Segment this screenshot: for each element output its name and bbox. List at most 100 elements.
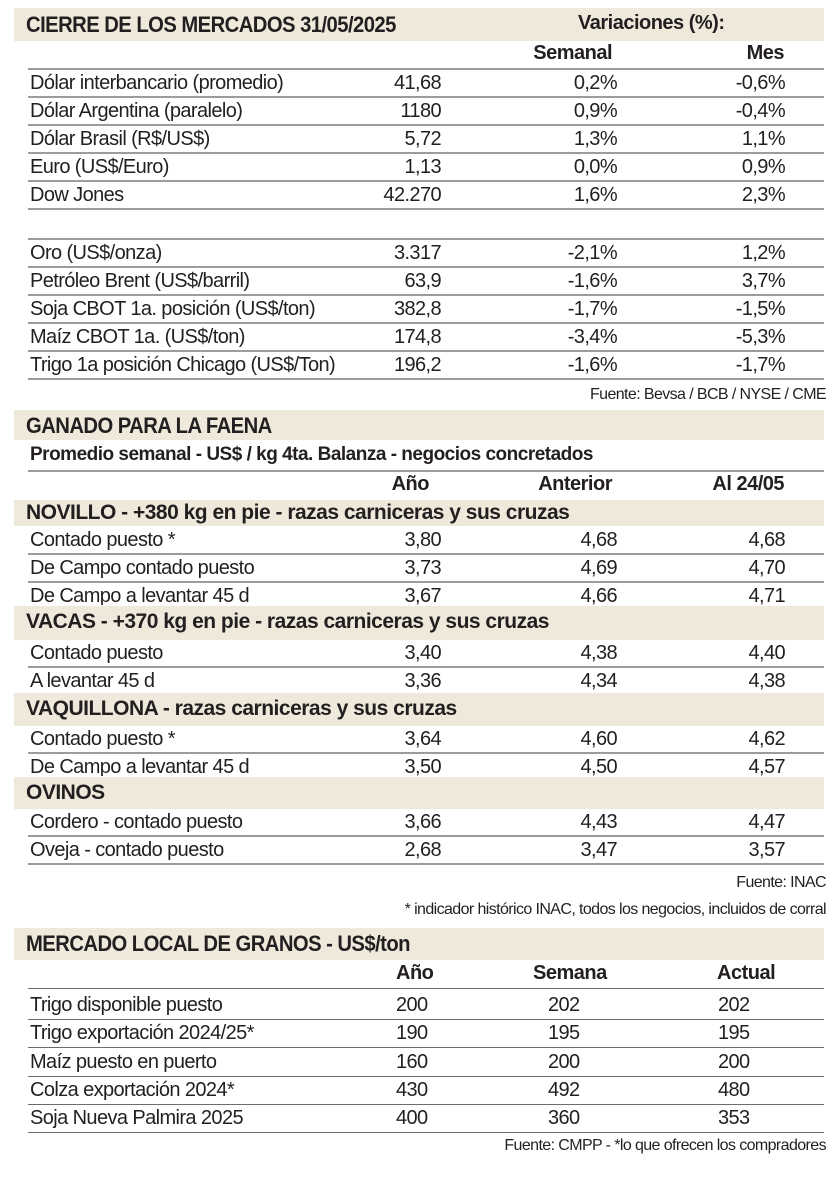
group-title-vaquillona: VAQUILLONA - razas carniceras y sus cruz… — [26, 697, 457, 720]
grains-header-band — [14, 928, 824, 960]
row-year: 3,66 — [404, 811, 441, 833]
row-prev: 4,68 — [580, 529, 617, 551]
row-weekly: -2,1% — [567, 242, 618, 264]
row-month: 3,7% — [741, 270, 786, 292]
divider — [28, 350, 824, 352]
divider — [28, 470, 824, 472]
table-row: Soja Nueva Palmira 2025 400 360 353 — [28, 1105, 824, 1133]
row-weekly: 0,2% — [573, 72, 618, 94]
table-row: Oro (US$/onza) 3.317 -2,1% 1,2% — [28, 240, 824, 268]
row-prev: 4,66 — [580, 585, 617, 605]
table-row: De Campo contado puesto 3,73 4,69 4,70 — [28, 555, 824, 583]
row-month: 1,2% — [741, 242, 786, 264]
table-row: Maíz CBOT 1a. (US$/ton) 174,8 -3,4% -5,3… — [28, 324, 824, 352]
row-week: 360 — [548, 1107, 580, 1129]
row-label: Contado puesto — [30, 642, 163, 664]
row-year: 2,68 — [404, 839, 441, 861]
row-month: -5,3% — [735, 326, 786, 348]
cattle-source: Fuente: INAC — [736, 874, 826, 891]
row-value: 3.317 — [393, 242, 442, 264]
group-header-band — [14, 693, 824, 726]
row-current: 480 — [718, 1079, 750, 1101]
row-current: 4,47 — [748, 811, 785, 833]
col-semana: Semana — [533, 962, 607, 984]
row-label: Dólar Argentina (paralelo) — [30, 100, 243, 122]
row-month: -0,6% — [735, 72, 786, 94]
row-year: 3,36 — [404, 670, 441, 692]
row-prev: 3,47 — [580, 839, 617, 861]
col-al: Al 24/05 — [712, 473, 784, 495]
grains-source: Fuente: CMPP - *lo que ofrecen los compr… — [504, 1137, 826, 1154]
table-row: Dólar Argentina (paralelo) 1180 0,9% -0,… — [28, 98, 824, 126]
row-month: 2,3% — [741, 184, 786, 206]
row-year: 3,50 — [404, 756, 441, 776]
row-label: Dólar interbancario (promedio) — [30, 72, 284, 94]
group-header-band — [14, 777, 824, 809]
row-label: A levantar 45 d — [30, 670, 155, 692]
divider — [28, 322, 824, 324]
row-label: Colza exportación 2024* — [30, 1079, 235, 1101]
divider — [28, 152, 824, 154]
divider — [28, 180, 824, 182]
row-current: 353 — [718, 1107, 750, 1129]
row-year: 200 — [396, 994, 428, 1016]
row-value: 63,9 — [404, 270, 441, 292]
row-year: 3,73 — [404, 557, 441, 579]
col-actual: Actual — [717, 962, 776, 984]
row-year: 430 — [396, 1079, 428, 1101]
row-value: 382,8 — [393, 298, 442, 320]
col-ano: Año — [391, 473, 430, 495]
row-prev: 4,50 — [580, 756, 617, 776]
row-label: Dólar Brasil (R$/US$) — [30, 128, 210, 150]
row-value: 1,13 — [404, 156, 441, 178]
group-title-novillo: NOVILLO - +380 kg en pie - razas carnice… — [26, 501, 570, 524]
divider — [28, 553, 824, 555]
divider — [28, 1019, 824, 1020]
row-label: Petróleo Brent (US$/barril) — [30, 270, 250, 292]
row-label: Oveja - contado puesto — [30, 839, 224, 861]
divider — [28, 378, 824, 380]
group-header-band — [14, 500, 824, 526]
row-current: 4,57 — [748, 756, 785, 776]
row-label: Soja Nueva Palmira 2025 — [30, 1107, 244, 1129]
divider — [28, 988, 824, 989]
table-row: Cordero - contado puesto 3,66 4,43 4,47 — [28, 809, 824, 837]
table-row: Contado puesto 3,40 4,38 4,40 — [28, 640, 824, 668]
row-year: 3,67 — [404, 585, 441, 605]
row-label: De Campo a levantar 45 d — [30, 756, 250, 776]
divider — [28, 666, 824, 668]
table-row: Trigo exportación 2024/25* 190 195 195 — [28, 1020, 824, 1048]
table-row: Dow Jones 42.270 1,6% 2,3% — [28, 182, 824, 210]
table-row: Contado puesto * 3,64 4,60 4,62 — [28, 726, 824, 754]
row-year: 3,80 — [404, 529, 441, 551]
row-value: 41,68 — [393, 72, 442, 94]
row-year: 160 — [396, 1051, 428, 1073]
divider — [28, 1104, 824, 1105]
row-prev: 4,69 — [580, 557, 617, 579]
row-weekly: -1,6% — [567, 270, 618, 292]
markets-source: Fuente: Bevsa / BCB / NYSE / CME — [589, 386, 827, 403]
row-weekly: -3,4% — [567, 326, 618, 348]
col-semanal: Semanal — [533, 42, 612, 64]
divider — [28, 752, 824, 754]
divider — [28, 1132, 824, 1133]
divider — [28, 1076, 824, 1077]
row-month: -0,4% — [735, 100, 786, 122]
row-prev: 4,60 — [580, 728, 617, 750]
row-label: Contado puesto * — [30, 728, 176, 750]
row-label: De Campo contado puesto — [30, 557, 255, 579]
col-ano: Año — [396, 962, 434, 984]
row-value: 5,72 — [404, 128, 441, 150]
row-weekly: 0,0% — [573, 156, 618, 178]
row-label: Trigo disponible puesto — [30, 994, 223, 1016]
table-row: Dólar Brasil (R$/US$) 5,72 1,3% 1,1% — [28, 126, 824, 154]
table-row: Maíz puesto en puerto 160 200 200 — [28, 1049, 824, 1077]
row-current: 4,40 — [748, 642, 785, 664]
row-year: 3,64 — [404, 728, 441, 750]
table-row: Trigo disponible puesto 200 202 202 — [28, 992, 824, 1020]
variations-label: Variaciones (%): — [578, 12, 725, 34]
divider — [28, 238, 824, 240]
divider — [28, 835, 824, 837]
row-value: 196,2 — [393, 354, 442, 376]
row-weekly: 0,9% — [573, 100, 618, 122]
